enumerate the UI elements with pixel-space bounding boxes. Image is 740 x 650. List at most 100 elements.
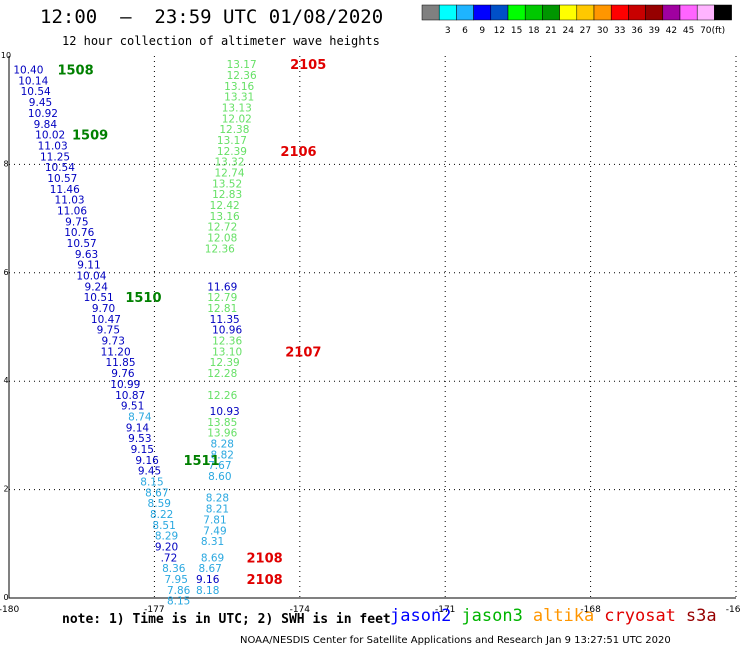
pass-annotation: 2106: [280, 145, 316, 160]
data-point: 12.42: [210, 200, 240, 212]
data-point: 12.28: [207, 368, 237, 380]
data-point: 9.63: [75, 249, 98, 261]
scale-label: 30: [597, 26, 609, 36]
data-point: 13.17: [227, 59, 257, 71]
data-point: 8.67: [198, 563, 221, 575]
data-point: 8.21: [206, 504, 229, 516]
data-point: 12.39: [217, 146, 247, 158]
scale-swatch: [714, 4, 732, 21]
data-point: 12.36: [205, 243, 235, 255]
data-point: 9.14: [126, 422, 150, 434]
data-point: .72: [161, 552, 178, 564]
data-point: 9.11: [77, 260, 100, 272]
data-point: 9.16: [135, 455, 159, 467]
data-point: 12.26: [207, 390, 237, 402]
data-point: 9.73: [102, 336, 125, 348]
scale-label: 39: [648, 26, 660, 36]
data-point: 7.95: [165, 574, 188, 586]
data-point: 12.08: [207, 233, 237, 245]
chart-title: 12:00 – 23:59 UTC 01/08/2020: [40, 6, 384, 28]
data-point: 9.24: [85, 281, 109, 293]
x-tick-label: -177: [144, 605, 164, 615]
x-tick-label: -171: [435, 605, 455, 615]
data-point: 8.29: [155, 531, 178, 543]
data-point: 12.38: [219, 124, 249, 136]
data-point: 11.25: [40, 151, 70, 163]
data-point: 10.47: [91, 314, 121, 326]
data-point: 12.74: [214, 168, 244, 180]
data-point: 7.49: [203, 525, 226, 537]
satellite-legend: jason2 jason3 altika cryosat s3a: [390, 606, 727, 626]
pass-annotation: 1508: [57, 64, 93, 79]
data-point: 8.31: [201, 536, 224, 548]
data-point: 10.93: [210, 406, 240, 418]
legend-item: s3a: [685, 606, 717, 626]
data-point: 13.52: [212, 178, 242, 190]
data-point: 11.69: [207, 281, 237, 293]
scale-label: 21: [545, 26, 556, 36]
data-point: 11.03: [55, 195, 85, 207]
scale-unit: (ft): [712, 26, 726, 36]
data-point: 8.28: [206, 493, 229, 505]
data-point: 12.39: [210, 357, 240, 369]
data-point: 8.15: [140, 476, 163, 488]
data-point: 11.06: [57, 205, 87, 217]
data-point: 9.76: [111, 368, 135, 380]
y-tick-label: 4: [3, 376, 8, 385]
x-tick-label: -168: [580, 605, 601, 615]
scale-label: 70: [700, 26, 712, 36]
y-tick-label: 6: [3, 268, 8, 277]
data-point: 9.45: [29, 97, 52, 109]
data-point: 11.20: [101, 346, 131, 358]
legend-item: jason3: [461, 606, 523, 626]
x-tick-label: -165: [726, 605, 740, 615]
scale-label: 33: [614, 26, 625, 36]
data-point: 7.67: [208, 460, 231, 472]
data-point: 8.51: [152, 520, 175, 532]
data-point: 8.69: [201, 552, 224, 564]
data-point: 8.18: [196, 585, 219, 597]
scale-label: 45: [683, 26, 694, 36]
data-point: 8.67: [145, 487, 168, 499]
scale-label: 42: [666, 26, 677, 36]
data-point: 7.81: [203, 514, 226, 526]
data-point: 8.82: [211, 449, 234, 461]
data-point: 13.13: [222, 102, 252, 114]
data-point: 10.96: [212, 325, 242, 337]
data-point: 9.45: [138, 466, 161, 478]
data-point: 9.70: [92, 303, 115, 315]
data-point: 10.02: [35, 130, 65, 142]
scale-label: 36: [631, 26, 643, 36]
data-point: 9.84: [34, 119, 58, 131]
data-point: 8.28: [211, 439, 234, 451]
pass-annotation: 2107: [285, 345, 321, 360]
pass-annotation: 1511: [183, 454, 219, 469]
x-tick-label: -180: [0, 605, 19, 615]
data-point: 8.15: [167, 596, 190, 608]
data-point: 12.72: [207, 222, 237, 234]
data-point: 10.87: [115, 390, 145, 402]
data-point: 13.16: [224, 81, 254, 93]
data-point: 12.79: [207, 292, 237, 304]
data-point: 10.04: [76, 271, 106, 283]
data-point: 11.46: [50, 184, 80, 196]
data-point: 8.74: [128, 411, 152, 423]
data-point: 13.10: [212, 346, 242, 358]
data-point: 9.75: [97, 325, 120, 337]
data-point: 10.76: [64, 227, 94, 239]
scale-label: 12: [494, 26, 505, 36]
data-point: 13.17: [217, 135, 247, 147]
data-point: 9.75: [65, 216, 88, 228]
data-point: 13.32: [214, 157, 244, 169]
data-point: 8.22: [150, 509, 173, 521]
data-point: 9.53: [128, 433, 151, 445]
data-point: 11.03: [38, 140, 68, 152]
data-point: 13.96: [207, 428, 237, 440]
color-scale: 3 6 9 12 15 18 21 24 27 30 33 36 39 42 45 70 (ft): [421, 4, 732, 36]
legend-item: altika: [532, 606, 595, 626]
scale-label: 18: [528, 26, 540, 36]
scale-label: 9: [479, 26, 485, 36]
data-point: 10.57: [47, 173, 77, 185]
data-point: 12.81: [207, 303, 237, 315]
data-point: 10.99: [110, 379, 140, 391]
